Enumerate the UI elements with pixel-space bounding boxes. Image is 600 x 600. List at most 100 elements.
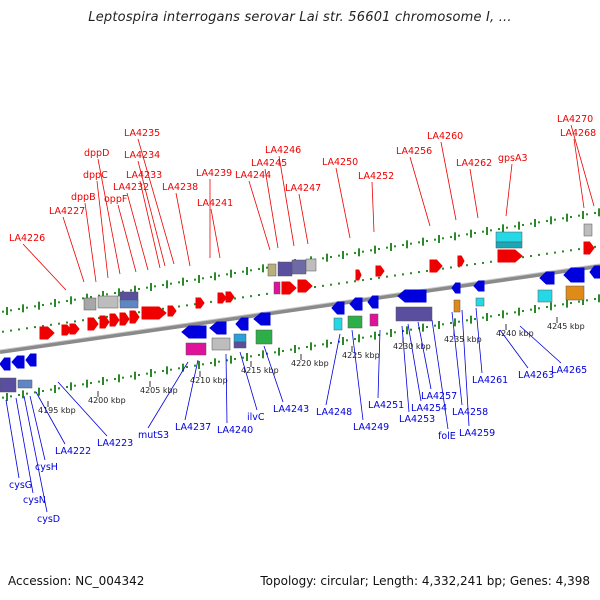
- forward-gene-label[interactable]: LA4239: [196, 168, 232, 179]
- reverse-gene-label[interactable]: folE: [438, 431, 456, 442]
- gene-box[interactable]: [475, 297, 485, 307]
- reverse-gene-arrow[interactable]: [539, 271, 555, 285]
- reverse-gene-label[interactable]: LA4223: [97, 438, 133, 449]
- reverse-gene-label[interactable]: LA4248: [316, 407, 352, 418]
- forward-gene-label[interactable]: LA4232: [113, 182, 149, 193]
- forward-gene-arrow[interactable]: [297, 279, 313, 293]
- reverse-gene-arrow[interactable]: [25, 353, 37, 367]
- forward-gene-label[interactable]: dppD: [84, 148, 109, 159]
- forward-gene-label[interactable]: gpsA3: [498, 153, 528, 164]
- reverse-gene-label[interactable]: cysD: [37, 514, 60, 525]
- reverse-gene-labels[interactable]: cysG cysN cysD cysH LA4222 LA4223 mutS3 LA4237 L…: [9, 365, 587, 525]
- forward-gene-arrow[interactable]: [497, 249, 523, 263]
- reverse-gene-label[interactable]: LA4257: [421, 391, 457, 402]
- reverse-gene-label[interactable]: LA4254: [411, 403, 447, 414]
- forward-gene-label[interactable]: LA4227: [49, 206, 85, 217]
- forward-gene-label[interactable]: dppC: [83, 170, 108, 181]
- gene-box[interactable]: [97, 295, 119, 309]
- forward-gene-label[interactable]: LA4250: [322, 157, 358, 168]
- reverse-gene-arrow[interactable]: [589, 265, 600, 279]
- gene-box[interactable]: [17, 379, 33, 389]
- reverse-gene-arrow[interactable]: [209, 321, 227, 335]
- forward-gene-label[interactable]: LA4245: [251, 158, 287, 169]
- reverse-gene-label[interactable]: LA4263: [518, 370, 554, 381]
- forward-gene-label[interactable]: LA4268: [560, 128, 596, 139]
- forward-gene-label[interactable]: LA4252: [358, 171, 394, 182]
- gene-box[interactable]: [211, 337, 231, 351]
- reverse-gene-label[interactable]: ilvC: [247, 412, 265, 423]
- forward-gene-label[interactable]: LA4226: [9, 233, 45, 244]
- reverse-gene-arrow[interactable]: [253, 312, 271, 326]
- reverse-gene-arrow[interactable]: [235, 317, 249, 331]
- gene-box[interactable]: [347, 315, 363, 329]
- forward-gene-arrow[interactable]: [69, 323, 80, 335]
- reverse-gene-label[interactable]: LA4259: [459, 428, 495, 439]
- forward-gene-label[interactable]: LA4233: [126, 170, 162, 181]
- gene-box[interactable]: [291, 259, 307, 275]
- gene-box[interactable]: [83, 297, 97, 311]
- gene-box[interactable]: [537, 289, 553, 303]
- forward-gene-arrow[interactable]: [195, 297, 205, 309]
- forward-gene-label[interactable]: LA4270: [557, 114, 593, 125]
- reverse-gene-label[interactable]: LA4253: [399, 414, 435, 425]
- gene-box[interactable]: [495, 241, 523, 249]
- forward-gene-label[interactable]: LA4238: [162, 182, 198, 193]
- forward-gene-label[interactable]: LA4260: [427, 131, 463, 142]
- gene-box[interactable]: [273, 281, 281, 295]
- reverse-gene-arrow[interactable]: [11, 355, 25, 369]
- forward-gene-arrow[interactable]: [87, 317, 99, 331]
- forward-gene-label[interactable]: LA4235: [124, 128, 160, 139]
- gene-box[interactable]: [369, 313, 379, 327]
- reverse-gene-arrow[interactable]: [0, 357, 11, 371]
- gene-box[interactable]: [267, 263, 277, 277]
- forward-gene-label[interactable]: LA4241: [197, 198, 233, 209]
- reverse-gene-arrow[interactable]: [473, 280, 485, 292]
- forward-gene-arrow[interactable]: [39, 326, 55, 340]
- forward-gene-arrow[interactable]: [61, 324, 72, 336]
- reverse-gene-arrow[interactable]: [349, 297, 363, 311]
- gene-box[interactable]: [119, 299, 139, 309]
- reverse-gene-label[interactable]: cysH: [35, 462, 58, 473]
- reverse-gene-label[interactable]: cysN: [23, 495, 46, 506]
- forward-gene-arrow[interactable]: [355, 269, 362, 281]
- forward-gene-label[interactable]: dppB: [71, 192, 96, 203]
- forward-gene-label[interactable]: oppF: [104, 194, 127, 205]
- reverse-gene-label[interactable]: cysG: [9, 480, 32, 491]
- forward-gene-arrow[interactable]: [281, 281, 297, 295]
- forward-gene-arrow[interactable]: [129, 310, 140, 324]
- gene-box[interactable]: [583, 223, 593, 237]
- gene-box[interactable]: [233, 341, 247, 349]
- forward-gene-label[interactable]: LA4246: [265, 145, 301, 156]
- reverse-gene-label[interactable]: LA4261: [472, 375, 508, 386]
- gene-box[interactable]: [277, 261, 293, 277]
- gene-box[interactable]: [565, 285, 585, 301]
- reverse-gene-label[interactable]: LA4222: [55, 446, 91, 457]
- forward-gene-labels[interactable]: LA4226 LA4227 dppB dppC dppD oppFLA4232LA4233…: [9, 114, 596, 244]
- reverse-gene-label[interactable]: LA4237: [175, 422, 211, 433]
- reverse-gene-label[interactable]: LA4243: [273, 404, 309, 415]
- forward-gene-arrow[interactable]: [119, 312, 130, 326]
- forward-gene-arrow[interactable]: [99, 315, 110, 329]
- forward-gene-label[interactable]: LA4247: [285, 183, 321, 194]
- reverse-gene-label[interactable]: LA4251: [368, 400, 404, 411]
- forward-gene-arrow[interactable]: [457, 255, 465, 267]
- forward-gene-arrow[interactable]: [109, 313, 120, 327]
- gene-box[interactable]: [305, 258, 317, 272]
- reverse-gene-label[interactable]: mutS3: [138, 430, 169, 441]
- forward-gene-arrow[interactable]: [583, 241, 595, 255]
- forward-gene-arrow[interactable]: [141, 306, 167, 320]
- forward-gene-arrow[interactable]: [429, 259, 443, 273]
- gene-box[interactable]: [453, 299, 461, 313]
- forward-gene-label[interactable]: LA4256: [396, 146, 432, 157]
- gene-box[interactable]: [495, 231, 523, 243]
- reverse-gene-arrow[interactable]: [367, 295, 379, 309]
- reverse-gene-arrow[interactable]: [331, 301, 345, 315]
- reverse-gene-arrow[interactable]: [451, 282, 461, 294]
- reverse-gene-label[interactable]: LA4265: [551, 365, 587, 376]
- forward-gene-label[interactable]: LA4244: [235, 170, 271, 181]
- forward-gene-arrow[interactable]: [225, 291, 235, 303]
- gene-box[interactable]: [395, 306, 433, 322]
- reverse-gene-label[interactable]: LA4258: [452, 407, 488, 418]
- forward-gene-label[interactable]: LA4234: [124, 150, 160, 161]
